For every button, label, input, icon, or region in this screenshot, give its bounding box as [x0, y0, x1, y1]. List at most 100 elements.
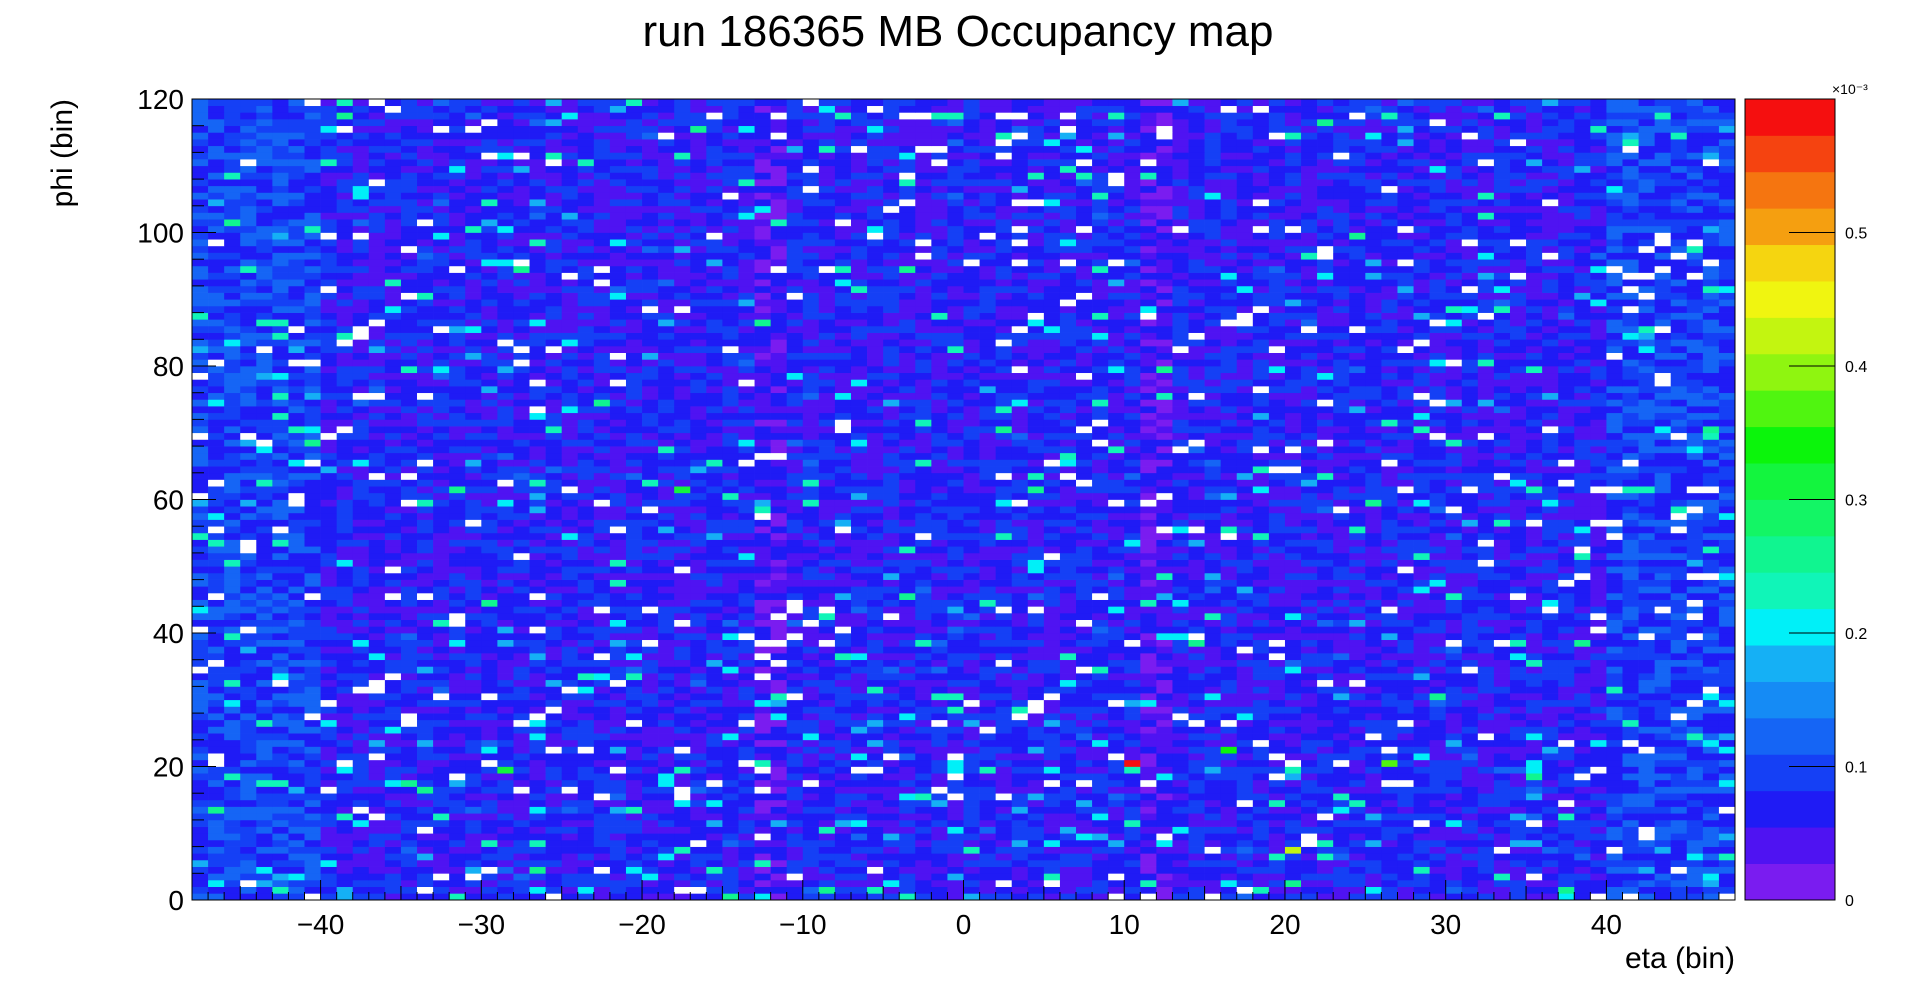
heatmap-cell: [738, 799, 755, 807]
heatmap-cell: [304, 599, 321, 607]
heatmap-cell: [658, 719, 675, 727]
heatmap-cell: [1606, 886, 1623, 894]
heatmap-cell: [529, 866, 546, 874]
heatmap-cell: [1558, 653, 1575, 661]
heatmap-cell: [400, 566, 418, 574]
heatmap-cell: [481, 886, 498, 894]
heatmap-cell: [577, 879, 595, 887]
heatmap-cell: [706, 726, 723, 734]
heatmap-cell: [368, 626, 386, 634]
heatmap-cell: [1381, 599, 1398, 607]
heatmap-cell: [1445, 886, 1463, 894]
heatmap-cell: [1606, 659, 1623, 667]
heatmap-cell: [867, 733, 884, 741]
heatmap-cell: [818, 559, 836, 567]
heatmap-cell: [481, 666, 498, 674]
heatmap-cell: [288, 819, 305, 827]
heatmap-cell: [1590, 813, 1607, 821]
heatmap-cell: [497, 626, 514, 634]
heatmap-cell: [192, 879, 209, 887]
heatmap-cell: [256, 766, 273, 774]
heatmap-cell: [1381, 819, 1398, 827]
heatmap-cell: [1509, 646, 1527, 654]
heatmap-cell: [529, 859, 546, 867]
heatmap-cell: [272, 626, 289, 634]
heatmap-cell: [931, 619, 948, 627]
heatmap-cell: [1493, 706, 1511, 714]
heatmap-cell: [1381, 806, 1398, 814]
heatmap-cell: [642, 766, 659, 774]
heatmap-cell: [1654, 726, 1672, 734]
heatmap-cell: [1670, 866, 1688, 874]
heatmap-cell: [1188, 806, 1205, 814]
heatmap-cell: [1349, 713, 1366, 721]
heatmap-cell: [1124, 813, 1141, 821]
heatmap-cell: [674, 592, 691, 600]
heatmap-cell: [642, 693, 659, 701]
heatmap-cell: [384, 746, 402, 754]
heatmap-cell: [1365, 846, 1382, 854]
heatmap-cell: [867, 599, 884, 607]
heatmap-cell: [738, 633, 755, 641]
heatmap-cell: [1413, 859, 1430, 867]
heatmap-cell: [320, 679, 337, 687]
heatmap-cell: [609, 599, 627, 607]
heatmap-cell: [1268, 579, 1286, 587]
heatmap-cell: [1317, 799, 1334, 807]
heatmap-cell: [529, 719, 546, 727]
heatmap-cell: [1317, 839, 1334, 847]
heatmap-cell: [642, 819, 659, 827]
heatmap-cell: [1574, 566, 1591, 574]
heatmap-cell: [1477, 639, 1495, 647]
heatmap-cell: [433, 879, 450, 887]
heatmap-cell: [931, 753, 948, 761]
heatmap-cell: [497, 592, 514, 600]
heatmap-cell: [931, 819, 948, 827]
heatmap-cell: [497, 612, 514, 620]
heatmap-cell: [1188, 799, 1205, 807]
heatmap-cell: [786, 552, 804, 560]
heatmap-cell: [722, 686, 739, 694]
heatmap-cell: [979, 626, 996, 634]
heatmap-cell: [609, 673, 627, 681]
heatmap-cell: [1622, 559, 1639, 567]
heatmap-cell: [1509, 806, 1527, 814]
heatmap-cell: [513, 659, 530, 667]
heatmap-cell: [1638, 779, 1655, 787]
heatmap-cell: [1445, 592, 1463, 600]
heatmap-cell: [1268, 826, 1286, 834]
heatmap-cell: [1043, 699, 1061, 707]
heatmap-cell: [1413, 592, 1430, 600]
heatmap-cell: [722, 733, 739, 741]
heatmap-cell: [449, 659, 466, 667]
heatmap-cell: [979, 666, 996, 674]
heatmap-cell: [1638, 879, 1655, 887]
heatmap-cell: [1301, 793, 1318, 801]
heatmap-cell: [1092, 693, 1109, 701]
heatmap-cell: [706, 819, 723, 827]
heatmap-cell: [1542, 826, 1559, 834]
heatmap-cell: [545, 592, 563, 600]
heatmap-cell: [1317, 599, 1334, 607]
heatmap-cell: [1317, 586, 1334, 594]
heatmap-cell: [738, 859, 755, 867]
heatmap-cell: [449, 626, 466, 634]
heatmap-cell: [304, 713, 321, 721]
heatmap-cell: [1638, 853, 1655, 861]
heatmap-cell: [1236, 819, 1254, 827]
heatmap-cell: [1349, 706, 1366, 714]
heatmap-cell: [1397, 579, 1414, 587]
heatmap-cell: [336, 646, 354, 654]
heatmap-cell: [1461, 806, 1479, 814]
heatmap-cell: [754, 833, 771, 841]
heatmap-cell: [593, 619, 611, 627]
heatmap-cell: [786, 799, 804, 807]
heatmap-cell: [465, 846, 482, 854]
heatmap-cell: [1493, 773, 1511, 781]
heatmap-cell: [465, 679, 482, 687]
heatmap-cell: [400, 679, 418, 687]
heatmap-cell: [1172, 739, 1189, 747]
heatmap-cell: [336, 699, 354, 707]
heatmap-cell: [818, 693, 836, 701]
heatmap-cell: [1156, 813, 1173, 821]
